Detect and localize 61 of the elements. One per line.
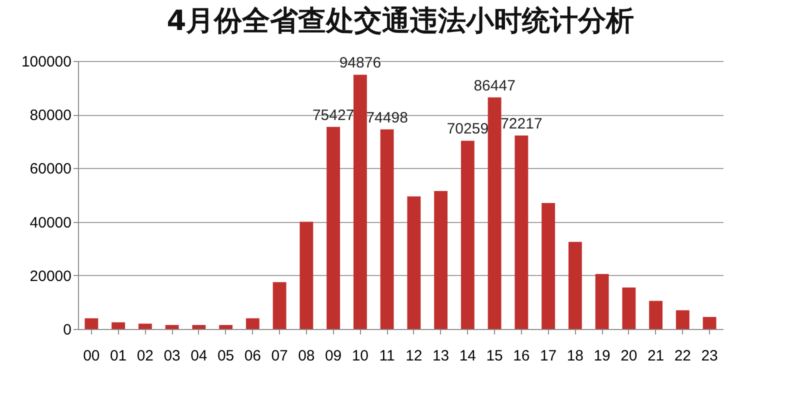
bar: [380, 129, 394, 329]
bar: [326, 126, 340, 329]
x-tick-label: 16: [513, 348, 530, 364]
x-tick-label: 06: [244, 348, 262, 364]
bar: [595, 274, 609, 329]
bar: [272, 282, 286, 329]
x-tick-label: 12: [406, 348, 422, 364]
x-tick-label: 05: [217, 348, 234, 364]
x-tick-label: 03: [164, 348, 180, 364]
y-tick-label: 60000: [30, 160, 72, 178]
bar: [488, 97, 502, 329]
data-label: 75427: [312, 106, 354, 124]
x-tick-label: 13: [432, 348, 450, 364]
data-label: 74498: [366, 109, 408, 126]
chart-title: 4月份全省查处交通违法小时统计分析: [166, 4, 634, 37]
y-tick-label: 40000: [30, 214, 72, 232]
bar: [407, 196, 421, 329]
bar: [460, 140, 474, 329]
bar: [84, 318, 98, 329]
x-tick-label: 09: [324, 348, 342, 364]
bar: [542, 203, 556, 329]
x-tick-label: 21: [647, 348, 664, 364]
bar: [676, 310, 690, 329]
x-tick-label: 19: [594, 348, 610, 364]
x-tick-label: 10: [352, 348, 369, 364]
x-tick-label: 18: [566, 348, 584, 364]
x-tick-label: 04: [190, 348, 208, 364]
bar: [219, 324, 233, 329]
x-tick-label: 11: [379, 348, 395, 364]
bar: [702, 316, 716, 329]
x-tick-label: 14: [459, 348, 476, 364]
data-label: 70259: [446, 120, 489, 138]
bar: [649, 300, 663, 329]
bar: [192, 324, 206, 329]
bar: [300, 222, 314, 329]
x-tick-label: 17: [540, 348, 557, 364]
data-label: 94876: [339, 54, 382, 72]
data-label: 86447: [474, 77, 516, 94]
x-tick-label: 22: [674, 348, 692, 364]
x-tick-label: 15: [486, 348, 503, 364]
data-label: 72217: [500, 115, 542, 132]
bar: [434, 190, 448, 329]
y-tick-label: 80000: [30, 107, 72, 124]
x-tick-label: 23: [701, 348, 718, 364]
bar: [353, 74, 367, 329]
bar: [165, 324, 179, 329]
bar: [568, 242, 582, 329]
bar: [514, 135, 528, 329]
x-tick-label: 07: [271, 348, 288, 364]
x-tick-label: 01: [110, 348, 127, 364]
x-tick-label: 02: [136, 348, 154, 364]
x-tick-label: 00: [83, 348, 100, 364]
x-tick-label: 20: [620, 348, 638, 364]
x-tick-label: 08: [298, 348, 315, 364]
y-tick-label: 20000: [30, 268, 72, 285]
bar: [622, 287, 636, 329]
bar: [246, 318, 260, 329]
bar: [138, 324, 152, 329]
y-tick-label: 100000: [21, 54, 72, 70]
bar: [112, 322, 126, 329]
y-tick-label: 0: [63, 322, 72, 338]
